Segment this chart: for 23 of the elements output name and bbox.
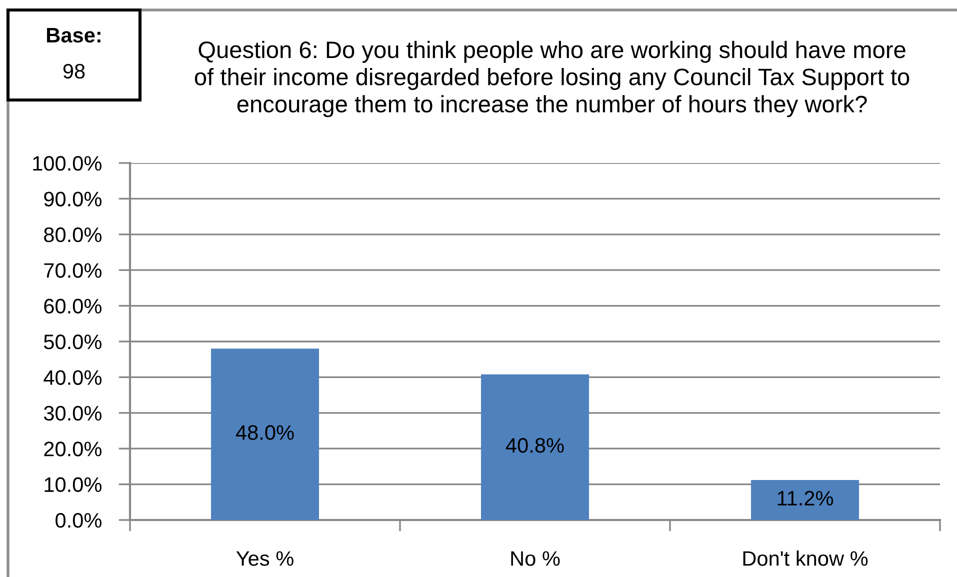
text: Base: (47, 28, 100, 43)
y-tick-label: 10.0% (44, 477, 102, 492)
bar (481, 374, 589, 520)
x-tick-label: Don't know % (743, 550, 868, 566)
y-tick-label: 80.0% (44, 227, 102, 242)
data-label: 40.8% (506, 438, 564, 453)
y-tick-label: 0.0% (56, 513, 102, 528)
y-tick-label: 90.0% (44, 192, 102, 206)
data-label: 48.0% (236, 425, 294, 440)
chart-title: Question 6: Do you think people who are working should have more of their income disregarded before losing any Council Tax Support to encourage them to increase the number of hours they work? (194, 40, 910, 118)
x-tick-label: Yes % (236, 551, 294, 566)
bar (211, 348, 319, 520)
y-tick-label: 50.0% (44, 334, 102, 350)
y-tick-label: 70.0% (44, 263, 102, 278)
y-tick-label: 60.0% (44, 298, 102, 314)
y-tick-label: 100.0% (33, 156, 102, 171)
data-label: 11.2% (778, 490, 834, 506)
y-tick-label: 30.0% (44, 406, 102, 421)
y-tick-label: 20.0% (44, 442, 102, 456)
x-tick-label: No % (511, 551, 560, 566)
bar (751, 480, 859, 520)
y-tick-label: 40.0% (44, 370, 102, 385)
text: 98 (63, 64, 85, 79)
